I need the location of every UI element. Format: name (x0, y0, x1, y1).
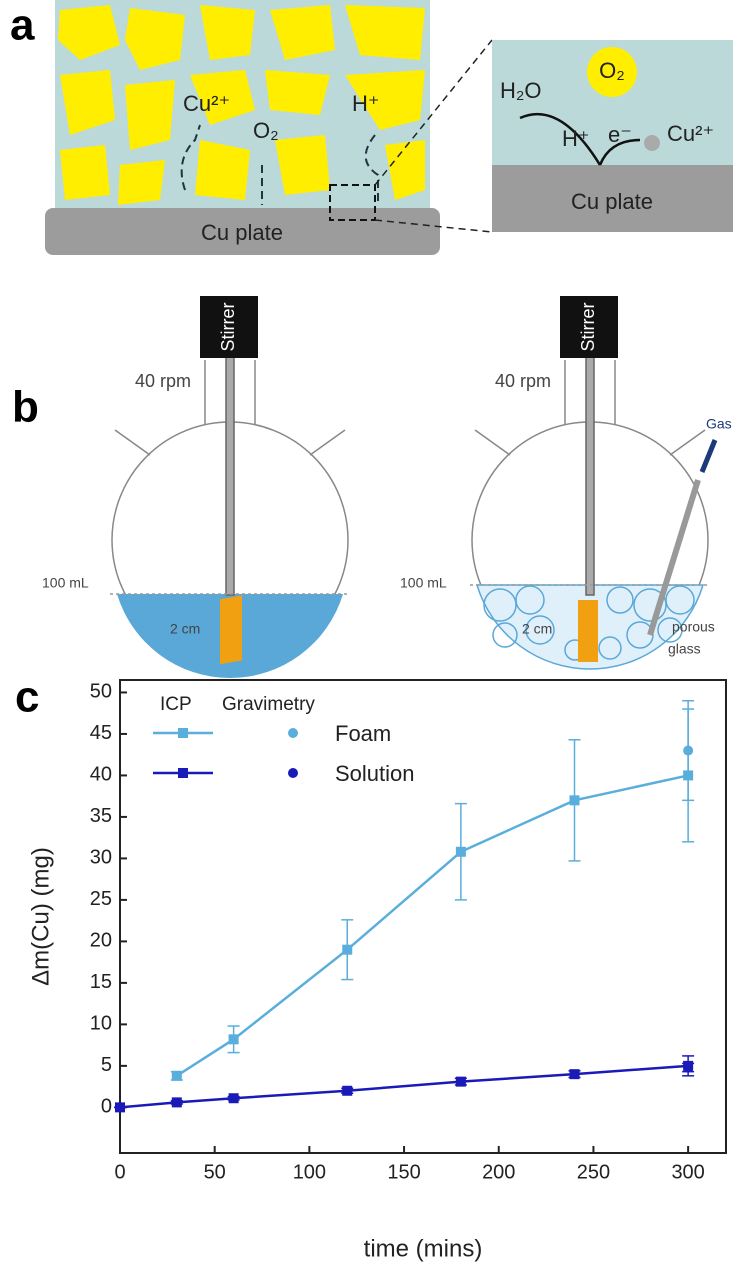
legend-header: Gravimetry (222, 694, 315, 715)
chart: 0 5 10 15 20 25 30 35 40 45 50 0 50 100 150 200 250 300 ti… (27, 679, 727, 1262)
stirrer-box (200, 296, 258, 358)
y-axis-label: Δm(Cu) (mg) (27, 847, 54, 986)
gas-arrow (699, 439, 718, 473)
panel-letter: b (12, 383, 39, 432)
x-tick-label: 150 (387, 1161, 420, 1183)
stirrer-box (560, 296, 618, 358)
zoom-box (329, 184, 376, 221)
label: Stirrer (578, 302, 598, 351)
label: Cu²⁺ (667, 121, 714, 146)
flask-necks (474, 360, 706, 456)
x-tick-label: 300 (671, 1161, 704, 1183)
icp-point (228, 1093, 239, 1104)
icp-point (455, 846, 466, 857)
cu-ion (644, 135, 660, 151)
icp-point (171, 1070, 182, 1081)
flask-necks (114, 360, 346, 456)
legend-square (178, 728, 188, 738)
icp-point (342, 944, 353, 955)
shaft (585, 354, 595, 596)
icp-point (569, 795, 580, 806)
label: glass (668, 641, 701, 657)
y-tick-label: 15 (90, 971, 112, 993)
label: H⁺ (352, 91, 380, 116)
icp-point (683, 1060, 694, 1071)
series-line (119, 1064, 689, 1109)
x-tick-label: 100 (293, 1161, 326, 1183)
series-line (176, 774, 689, 1077)
reaction-arrows (519, 112, 641, 166)
inset-plate (492, 165, 733, 232)
label: porous (672, 619, 715, 635)
icp-point (228, 1034, 239, 1045)
legend-header: ICP (160, 694, 192, 715)
label: 40 rpm (495, 371, 551, 391)
icp-point (569, 1069, 580, 1080)
y-tick-label: 25 (90, 888, 112, 910)
legend-dot (288, 768, 298, 778)
label: 40 rpm (135, 371, 191, 391)
label: Gas (706, 416, 732, 432)
label: O₂ (253, 118, 279, 143)
y-tick-label: 10 (90, 1013, 112, 1035)
y-tick-label: 20 (90, 930, 112, 952)
x-tick-label: 200 (482, 1161, 515, 1183)
y-tick-label: 35 (90, 805, 112, 827)
label: 2 cm (522, 621, 552, 637)
x-tick-label: 0 (114, 1161, 125, 1183)
icp-point (683, 770, 694, 781)
label: e⁻ (608, 122, 632, 147)
y-tick-label: 45 (90, 722, 112, 744)
label: H⁺ (562, 126, 590, 151)
icp-point (455, 1076, 466, 1087)
label: Stirrer (218, 302, 238, 351)
x-axis-label: time (mins) (364, 1235, 483, 1262)
y-tick-label: 40 (90, 764, 112, 786)
diffusion-paths (180, 124, 379, 205)
y-tick-label: 5 (101, 1054, 112, 1076)
cu-sample (578, 600, 598, 662)
icp-point (342, 1085, 353, 1096)
label: 100 mL (42, 575, 89, 591)
panel-letter: c (15, 673, 39, 722)
y-tick-label: 50 (90, 681, 112, 703)
zoom-lines (374, 39, 493, 233)
panel-a: a Cu²⁺ O₂ H⁺ Cu plate H₂O O₂ H⁺ e⁻ Cu²⁺ … (10, 0, 733, 255)
gas-tube (647, 479, 701, 636)
cu-sample (220, 595, 242, 665)
fill-level (110, 584, 710, 595)
oxygen-bubble (587, 47, 637, 97)
label: O₂ (599, 58, 625, 83)
y-tick-label: 0 (101, 1096, 112, 1118)
icp-point (171, 1097, 182, 1108)
panel-b (110, 296, 718, 679)
label: 2 cm (170, 621, 200, 637)
label: Cu plate (201, 220, 283, 245)
plot-frame (119, 679, 727, 1154)
shaft (225, 354, 235, 596)
icp-point (115, 1102, 125, 1113)
legend-square (178, 768, 188, 778)
label: H₂O (500, 78, 542, 103)
label: 100 mL (400, 575, 447, 591)
x-tick-label: 50 (204, 1161, 226, 1183)
legend-label: Solution (335, 761, 415, 786)
panel-letter: a (10, 1, 35, 50)
label: Cu²⁺ (183, 91, 230, 116)
particles (58, 5, 425, 205)
legend-label: Foam (335, 721, 391, 746)
label: Cu plate (571, 189, 653, 214)
y-tick-label: 30 (90, 847, 112, 869)
x-tick-label: 250 (577, 1161, 610, 1183)
legend-dot (288, 728, 298, 738)
